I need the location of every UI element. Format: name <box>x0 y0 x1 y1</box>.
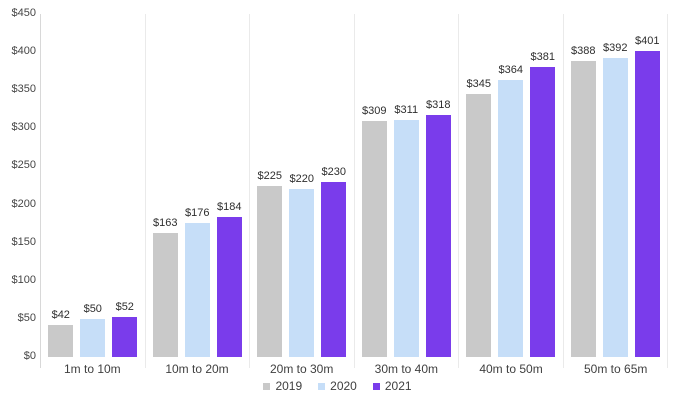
y-tick-label: $350 <box>11 83 36 96</box>
y-tick-label: $450 <box>11 7 36 19</box>
category-group: $345 $364 $381 <box>459 14 564 368</box>
x-category-label: 40m to 50m <box>479 362 543 376</box>
y-tick-label: $200 <box>11 197 36 210</box>
bar-value-label: $42 <box>51 309 70 321</box>
bar-2019[interactable]: $388 <box>570 45 596 357</box>
bar-2021[interactable]: $52 <box>112 301 138 357</box>
bar-value-label: $176 <box>185 206 210 219</box>
x-category-label: 1m to 10m <box>63 362 121 376</box>
category-group: $388 $392 $401 <box>564 14 668 368</box>
legend: 2019 2020 2021 <box>0 379 675 393</box>
bar-value-label: $184 <box>217 200 242 213</box>
bar-2021[interactable]: $381 <box>530 51 556 357</box>
bar-value-label: $230 <box>321 165 346 178</box>
legend-label: 2021 <box>384 379 412 393</box>
x-category-label: 50m to 65m <box>584 362 648 376</box>
legend-label: 2020 <box>330 379 357 393</box>
y-tick-label: $400 <box>11 45 36 58</box>
bar-value-label: $345 <box>466 78 491 91</box>
bar-2020[interactable]: $176 <box>184 207 210 357</box>
bar-2020[interactable]: $392 <box>602 42 628 357</box>
bar-value-label: $401 <box>635 35 660 48</box>
bar-value-label: $318 <box>426 98 451 111</box>
bar-value-label: $364 <box>498 63 523 76</box>
bar-value-label: $388 <box>571 45 596 58</box>
legend-label: 2019 <box>275 379 303 393</box>
bar-value-label: $52 <box>115 301 134 314</box>
bar-value-label: $225 <box>257 169 282 182</box>
bar-2019[interactable]: $42 <box>48 309 74 357</box>
legend-swatch-icon <box>318 382 326 390</box>
bar-2019[interactable]: $163 <box>152 217 178 357</box>
legend-swatch-icon <box>372 382 380 390</box>
bar-value-label: $311 <box>394 103 419 116</box>
bar-value-label: $392 <box>603 42 628 55</box>
y-tick-label: $0 <box>23 350 36 362</box>
x-category-label: 10m to 20m <box>165 362 229 376</box>
legend-item-2019[interactable]: 2019 <box>263 379 302 393</box>
y-tick-label: $300 <box>11 121 36 134</box>
bar-2020[interactable]: $50 <box>80 303 106 357</box>
bar-2021[interactable]: $230 <box>321 166 347 357</box>
bar-2021[interactable]: $318 <box>425 99 451 357</box>
bar-2019[interactable]: $225 <box>257 170 283 357</box>
y-tick-label: $100 <box>11 273 36 286</box>
bar-2019[interactable]: $309 <box>361 105 387 357</box>
category-group: $42 $50 $52 <box>41 14 146 368</box>
category-group: $163 $176 $184 <box>146 14 250 368</box>
bar-2021[interactable]: $401 <box>634 35 660 357</box>
bar-value-label: $381 <box>530 50 555 63</box>
category-group: $309 $311 $318 <box>355 14 459 368</box>
bar-value-label: $50 <box>83 302 102 315</box>
y-tick-label: $50 <box>17 311 36 324</box>
category-group: $225 $220 $230 <box>250 14 355 368</box>
bar-2020[interactable]: $311 <box>393 104 419 357</box>
x-category-label: 30m to 40m <box>374 362 439 376</box>
y-tick-label: $250 <box>11 159 36 172</box>
legend-swatch-icon <box>263 382 271 390</box>
bar-2021[interactable]: $184 <box>216 201 242 357</box>
x-axis: 1m to 10m 10m to 20m 20m to 30m 30m to 40m 4… <box>40 362 668 376</box>
bar-2020[interactable]: $364 <box>498 64 524 357</box>
bar-value-label: $309 <box>362 105 387 118</box>
legend-item-2020[interactable]: 2020 <box>318 379 357 393</box>
bar-value-label: $163 <box>153 216 178 229</box>
legend-item-2021[interactable]: 2021 <box>372 379 412 393</box>
bar-value-label: $220 <box>289 173 314 186</box>
bar-2019[interactable]: $345 <box>466 78 492 357</box>
plot-area: $42 $50 $52 $163 $176 $184 $225 $220 $230 $309 $31… <box>40 14 668 368</box>
y-axis: $450 $400 $350 $300 $250 $200 $150 $100 $50 $0 <box>0 0 36 407</box>
y-tick-label: $150 <box>11 235 36 248</box>
bar-2020[interactable]: $220 <box>289 173 315 357</box>
x-category-label: 20m to 30m <box>269 362 334 376</box>
